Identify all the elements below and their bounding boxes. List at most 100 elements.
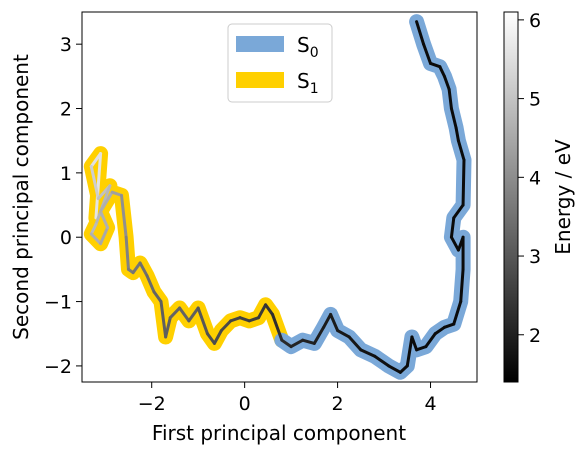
- series-S0-energy-segment: [461, 158, 466, 207]
- legend-label-S1: S1: [297, 69, 319, 97]
- series-S0-energy-segment: [373, 354, 391, 368]
- series-S0-energy-segment: [405, 335, 414, 368]
- series-S0-energy-segment: [459, 267, 465, 304]
- series-S0-energy-segment: [456, 139, 466, 162]
- series-S0-energy-segment: [442, 322, 456, 329]
- series-S1-band: [83, 146, 290, 351]
- y-tick-label: −1: [44, 292, 72, 314]
- series-S0-energy-segment: [433, 325, 446, 336]
- plot-area: [81, 11, 478, 383]
- series-S0-energy-segment: [301, 338, 316, 345]
- series-S1-energy-segment: [271, 312, 284, 342]
- series-S1-energy-segment: [99, 190, 114, 213]
- series-S1-energy-segment: [120, 193, 128, 239]
- series-S1-energy-segment: [89, 222, 98, 236]
- series-S0-energy-segment: [410, 335, 419, 352]
- legend-label-base: S: [297, 33, 310, 57]
- series-S0-energy-segment: [438, 65, 446, 78]
- colorbar-tick-label: 2: [529, 325, 541, 347]
- colorbar-tick-label: 6: [529, 10, 541, 32]
- x-tick-label: 2: [332, 393, 344, 415]
- series-S1-energy-segment: [99, 209, 110, 230]
- x-axis-label: First principal component: [152, 421, 406, 445]
- legend-label-base: S: [297, 69, 310, 93]
- legend-swatch-S0: [236, 36, 284, 52]
- plot-frame: [81, 11, 478, 383]
- series-S0-energy-segment: [289, 338, 305, 349]
- series-S0-energy-segment: [452, 300, 463, 326]
- series-S0-energy-segment: [449, 235, 460, 252]
- y-axis: −2 −1 0 1 2 3: [44, 34, 82, 378]
- legend: S0 S1: [227, 23, 333, 103]
- x-tick-label: 4: [424, 393, 436, 415]
- series-S1-energy-segment: [168, 306, 182, 320]
- series-layer: [83, 14, 472, 380]
- series-S0-energy-segment: [449, 107, 458, 130]
- series-S1-energy-segment: [131, 261, 142, 275]
- series-S1-energy-segment: [138, 261, 149, 278]
- y-tick-label: 3: [60, 34, 72, 56]
- series-S0-energy-segment: [322, 312, 333, 329]
- series-S1-energy-segment: [159, 300, 168, 339]
- y-tick-label: 1: [60, 163, 72, 185]
- series-S1-energy-segment: [89, 152, 103, 168]
- series-S1-energy-segment: [145, 274, 156, 294]
- x-axis: −2 0 2 4: [138, 382, 437, 415]
- colorbar-tick-label: 3: [529, 246, 541, 268]
- series-S0-energy-segment: [449, 216, 456, 239]
- y-tick-label: −2: [44, 356, 72, 378]
- series-S1-energy-segment: [124, 235, 130, 271]
- colorbar-tick-label: 5: [529, 89, 541, 111]
- series-S0-energy-segment: [442, 74, 451, 91]
- series-S1-energy-segment: [212, 329, 223, 345]
- series-S1-energy-segment: [164, 316, 172, 339]
- series-S0-energy-segment: [336, 329, 351, 339]
- series-S0-energy-segment: [329, 312, 340, 333]
- series-S1-energy-segment: [205, 332, 216, 345]
- series-S1-energy-segment: [219, 319, 233, 333]
- series-S0-energy-segment: [398, 364, 409, 374]
- series-S1-energy-segment: [89, 164, 100, 201]
- legend-swatch-S1: [236, 72, 284, 88]
- series-S1-energy-segment: [178, 306, 191, 323]
- series-S1-energy-segment: [101, 184, 112, 207]
- series-S0-energy-segment: [387, 364, 402, 374]
- y-tick-label: 2: [60, 99, 72, 121]
- series-S1-energy-segment: [238, 316, 251, 323]
- series-S1-energy-segment: [257, 303, 268, 320]
- legend-label-subscript: 0: [310, 45, 319, 61]
- legend-label-S0: S0: [297, 33, 319, 61]
- series-S0-energy-segment: [359, 348, 377, 358]
- colorbar-gradient: [503, 11, 519, 383]
- colorbar-label: Energy / eV: [551, 139, 575, 255]
- colorbar: Energy / eV 2 3 4 5 6: [503, 10, 575, 383]
- y-tick-label: 0: [60, 227, 72, 249]
- colorbar-tick-label: 4: [529, 167, 541, 189]
- series-S0-energy-segment: [429, 61, 442, 69]
- series-S1-energy-segment: [196, 306, 209, 336]
- series-S1-energy-segment: [89, 232, 103, 246]
- series-S1-energy-segment: [110, 190, 123, 197]
- series-S0-energy-segment: [424, 332, 437, 349]
- series-S0-energy-segment: [447, 87, 453, 111]
- series-S1-energy-segment: [99, 226, 110, 246]
- series-S0-energy-segment: [456, 235, 465, 252]
- series-S1-energy-segment: [152, 290, 163, 304]
- x-tick-label: 0: [239, 393, 251, 415]
- series-S0-energy-segment: [422, 42, 433, 65]
- series-S0-energy-segment: [347, 335, 363, 352]
- series-S1-energy-segment: [94, 152, 103, 220]
- x-tick-label: −2: [138, 393, 166, 415]
- series-S0-energy-segment: [452, 203, 465, 220]
- series-S0-energy-segment: [312, 325, 326, 345]
- series-S0-energy-segment: [454, 126, 460, 143]
- series-S0-energy-segment: [415, 345, 428, 352]
- series-S0-energy-segment: [280, 338, 293, 349]
- series-S1-energy-segment: [247, 316, 261, 323]
- y-axis-label: Second principal component: [9, 54, 33, 340]
- series-S0-energy-segment: [415, 20, 426, 46]
- series-S1-energy-segment: [187, 306, 200, 323]
- series-S1-energy-segment: [264, 303, 275, 316]
- series-S1-energy-segment: [229, 316, 242, 323]
